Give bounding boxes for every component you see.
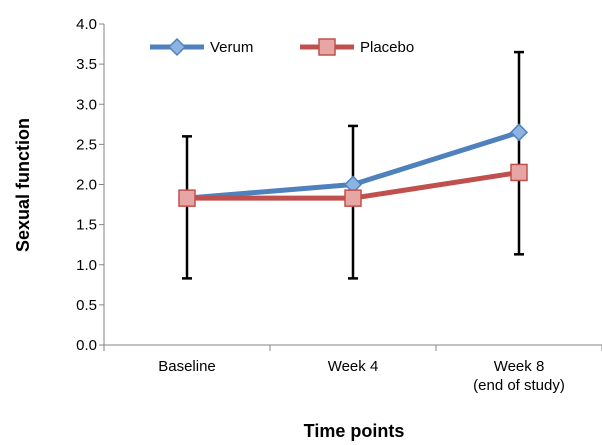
axes: 0.0 0.5 1.0 1.5 2.0 2.5 3.0 3.5 4.0 Baseline Week … [76, 16, 602, 394]
x-tick-label: Week 8 [494, 358, 545, 375]
data-point-diamond [509, 123, 529, 142]
x-tick-label: (end of study) [473, 377, 565, 394]
y-axis-title: Sexual function [13, 118, 33, 252]
y-tick-label: 0.5 [76, 297, 97, 314]
y-tick-label: 2.0 [76, 177, 97, 194]
legend: Verum Placebo [150, 37, 414, 57]
error-bars [182, 50, 524, 280]
y-tick-label: 4.0 [76, 16, 97, 33]
legend-marker [318, 38, 336, 56]
y-tick-label: 3.5 [76, 56, 97, 73]
y-tick-label: 1.0 [76, 257, 97, 274]
legend-label: Verum [210, 39, 253, 56]
data-point-square [344, 189, 362, 207]
legend-item-placebo: Placebo [300, 38, 414, 56]
y-tick-label: 3.0 [76, 96, 97, 113]
x-tick-label: Baseline [158, 358, 216, 375]
series-lines [177, 123, 529, 208]
y-tick-label: 0.0 [76, 337, 97, 354]
data-point-square [178, 189, 196, 207]
legend-item-verum: Verum [150, 37, 253, 57]
y-tick-label: 2.5 [76, 136, 97, 153]
series-placebo [178, 163, 528, 207]
data-point-square [510, 163, 528, 182]
x-axis-title: Time points [304, 421, 405, 441]
x-tick-label: Week 4 [328, 358, 379, 375]
legend-label: Placebo [360, 39, 414, 56]
y-tick-label: 1.5 [76, 217, 97, 234]
legend-marker [167, 37, 187, 57]
